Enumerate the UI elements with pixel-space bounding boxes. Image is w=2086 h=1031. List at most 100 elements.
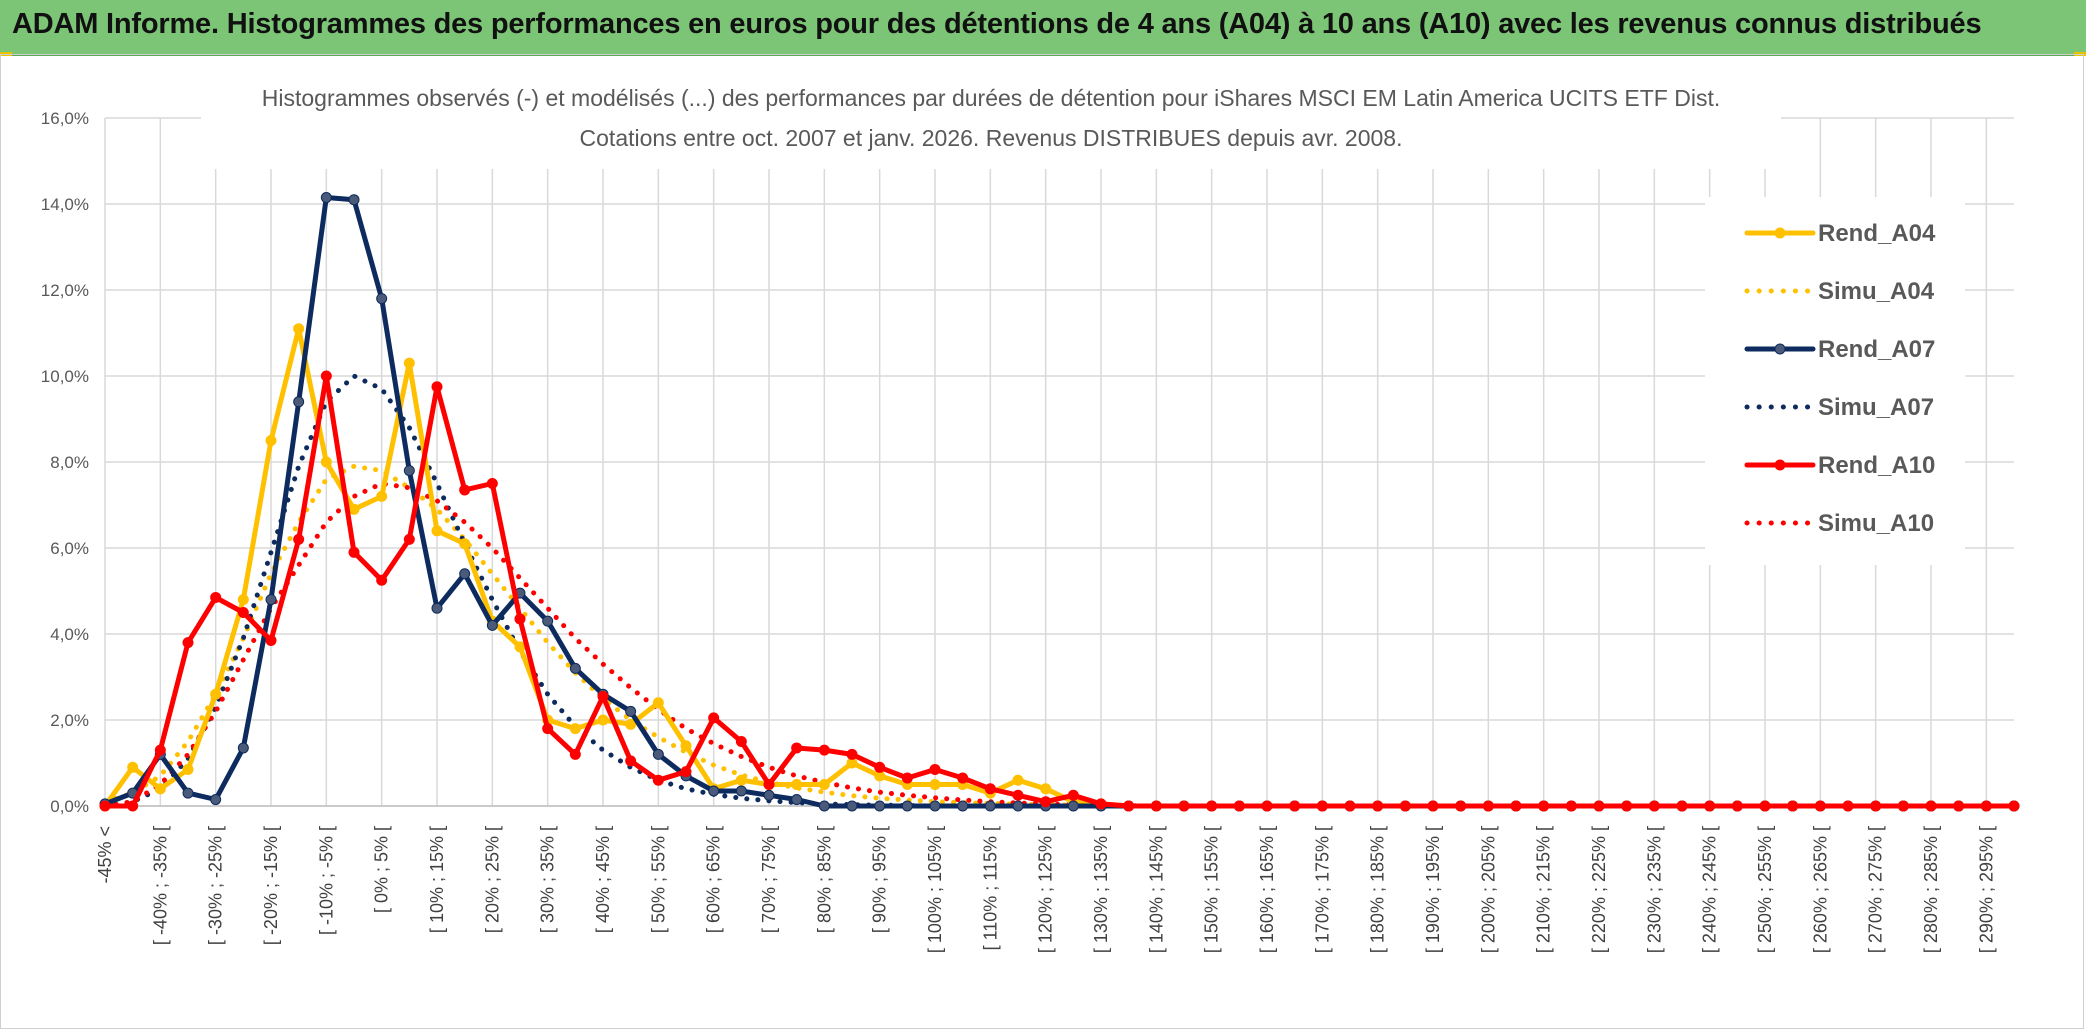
data-point-rend_a07 — [818, 800, 830, 812]
data-point-rend_a07 — [735, 785, 747, 797]
legend-marker — [1774, 227, 1786, 239]
data-point-rend_a10 — [1123, 800, 1135, 812]
x-tick-label: [ 270% ; 275% [ — [1866, 826, 1886, 953]
data-point-rend_a10 — [1953, 800, 1965, 812]
data-point-rend_a07 — [182, 787, 194, 799]
data-point-rend_a07 — [348, 194, 360, 206]
data-point-rend_a07 — [874, 800, 886, 812]
data-point-rend_a10 — [1372, 800, 1384, 812]
data-point-rend_a10 — [901, 772, 913, 784]
data-point-rend_a10 — [597, 690, 609, 702]
x-tick-label: -45% < — [95, 826, 115, 884]
legend-label: Rend_A04 — [1818, 220, 1936, 247]
data-point-rend_a10 — [791, 742, 803, 754]
data-point-rend_a10 — [957, 772, 969, 784]
data-point-rend_a07 — [984, 800, 996, 812]
data-point-rend_a10 — [1842, 800, 1854, 812]
data-point-rend_a04 — [680, 740, 692, 752]
chart-subtitle: Cotations entre oct. 2007 et janv. 2026.… — [580, 125, 1403, 151]
data-point-rend_a04 — [265, 435, 277, 446]
x-tick-label: [ 210% ; 215% [ — [1534, 826, 1554, 953]
data-point-rend_a04 — [320, 456, 332, 468]
legend-label: Simu_A04 — [1818, 278, 1935, 305]
x-tick-label: [ 90% ; 95% [ — [870, 826, 890, 933]
x-tick-label: [ 290% ; 295% [ — [1976, 826, 1996, 953]
data-point-rend_a07 — [376, 293, 388, 305]
data-point-rend_a04 — [1012, 774, 1024, 786]
x-tick-label: [ 80% ; 85% [ — [814, 826, 834, 933]
x-tick-label: [ -10% ; -5% [ — [316, 826, 336, 935]
data-point-rend_a10 — [1150, 800, 1162, 812]
data-point-rend_a04 — [818, 779, 830, 790]
data-point-rend_a10 — [1316, 800, 1328, 812]
data-point-rend_a10 — [1925, 800, 1937, 812]
data-point-rend_a07 — [1067, 800, 1079, 812]
data-point-rend_a07 — [265, 594, 277, 606]
x-tick-label: [ 100% ; 105% [ — [925, 826, 945, 953]
data-point-rend_a10 — [1040, 796, 1052, 808]
data-point-rend_a07 — [320, 192, 332, 204]
data-point-rend_a07 — [708, 785, 720, 797]
x-tick-label: [ 180% ; 185% [ — [1368, 826, 1388, 953]
data-point-rend_a04 — [293, 323, 305, 335]
data-point-rend_a10 — [514, 613, 526, 625]
x-tick-label: [ 40% ; 45% [ — [593, 826, 613, 933]
data-point-rend_a10 — [320, 370, 332, 382]
data-point-rend_a07 — [901, 800, 913, 812]
y-tick-label: 8,0% — [50, 453, 89, 472]
data-point-rend_a10 — [265, 634, 277, 646]
x-tick-label: [ 110% ; 115% [ — [980, 826, 1000, 950]
data-point-rend_a10 — [1289, 800, 1301, 812]
data-point-rend_a07 — [293, 396, 305, 408]
data-point-rend_a10 — [984, 783, 996, 795]
data-point-rend_a04 — [652, 697, 664, 709]
x-tick-label: [ 10% ; 15% [ — [427, 826, 447, 933]
data-point-rend_a10 — [1455, 800, 1467, 812]
x-tick-label: [ 30% ; 35% [ — [538, 826, 558, 933]
data-point-rend_a10 — [1621, 800, 1633, 812]
legend-label: Rend_A07 — [1818, 336, 1935, 363]
data-point-rend_a07 — [957, 800, 969, 812]
data-point-rend_a10 — [237, 607, 249, 618]
data-point-rend_a04 — [210, 688, 222, 700]
x-tick-label: [ -20% ; -15% [ — [261, 826, 281, 945]
series-line-rend_a10 — [102, 373, 2017, 809]
data-point-rend_a10 — [431, 381, 443, 393]
data-point-rend_a04 — [1040, 783, 1052, 795]
data-point-rend_a10 — [929, 763, 941, 775]
data-point-rend_a10 — [1233, 800, 1245, 812]
data-point-rend_a10 — [1482, 800, 1494, 812]
data-point-rend_a10 — [763, 779, 775, 790]
x-tick-label: [ 160% ; 165% [ — [1257, 826, 1277, 953]
data-point-rend_a10 — [99, 800, 111, 812]
x-tick-label: [ 130% ; 135% [ — [1091, 826, 1111, 953]
data-point-rend_a10 — [1787, 800, 1799, 812]
data-point-rend_a10 — [403, 533, 415, 545]
data-point-rend_a04 — [376, 490, 388, 502]
histogram-chart: 0,0% 2,0% 4,0% 6,0% 8,0% 10,0% 12,0% 14,0% 16,0%… — [41, 79, 2020, 953]
data-point-rend_a10 — [1897, 800, 1909, 812]
data-point-rend_a10 — [1344, 800, 1356, 812]
data-point-rend_a10 — [1593, 800, 1605, 812]
x-tick-label: [ 120% ; 125% [ — [1036, 826, 1056, 953]
data-point-rend_a10 — [625, 755, 637, 767]
data-point-rend_a07 — [1012, 800, 1024, 812]
data-point-rend_a10 — [348, 546, 360, 558]
data-point-rend_a04 — [348, 503, 360, 515]
data-point-rend_a10 — [1206, 800, 1218, 812]
data-point-rend_a10 — [1759, 800, 1771, 812]
data-point-rend_a10 — [127, 800, 139, 812]
data-point-rend_a10 — [652, 774, 664, 786]
data-point-rend_a04 — [182, 763, 194, 775]
data-point-rend_a04 — [127, 761, 139, 773]
data-point-rend_a04 — [735, 774, 747, 786]
data-point-rend_a07 — [210, 794, 222, 806]
data-point-rend_a07 — [791, 794, 803, 806]
data-point-rend_a10 — [542, 723, 554, 735]
data-point-rend_a07 — [459, 568, 471, 580]
data-point-rend_a10 — [818, 744, 830, 756]
data-point-rend_a10 — [1427, 800, 1439, 812]
data-point-rend_a10 — [1067, 789, 1079, 801]
data-point-rend_a07 — [237, 742, 249, 754]
x-tick-label: [ 200% ; 205% [ — [1478, 826, 1498, 953]
